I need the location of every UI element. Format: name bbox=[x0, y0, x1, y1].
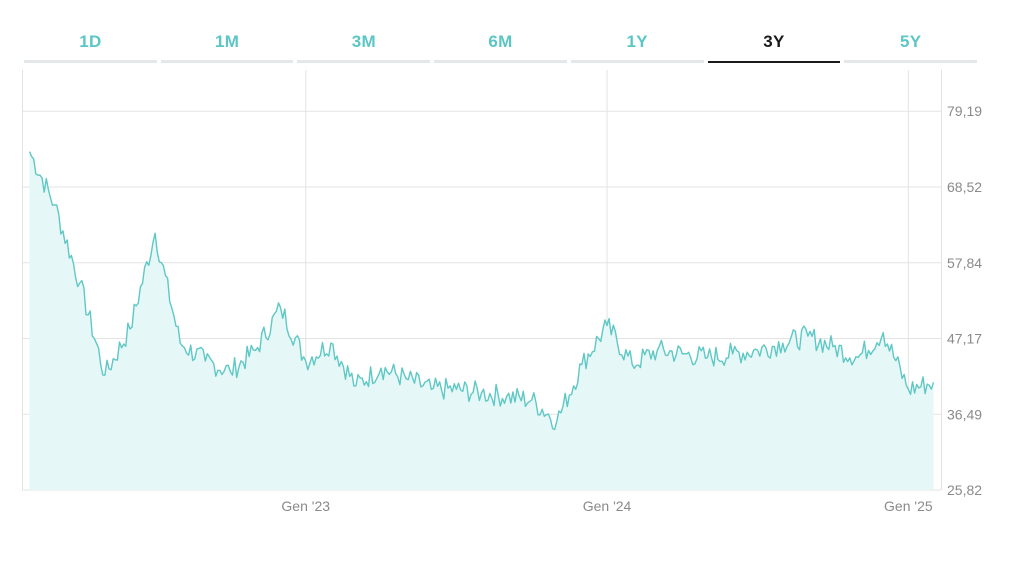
tab-3y[interactable]: 3Y bbox=[707, 24, 841, 64]
tab-6m[interactable]: 6M bbox=[434, 24, 567, 64]
y-tick-label: 25,82 bbox=[947, 482, 982, 498]
tab-label: 6M bbox=[488, 32, 513, 51]
price-area bbox=[29, 151, 934, 490]
tab-underline bbox=[297, 60, 431, 63]
tab-label: 3M bbox=[351, 32, 376, 51]
tab-5y[interactable]: 5Y bbox=[844, 24, 978, 64]
tab-1d[interactable]: 1D bbox=[24, 24, 157, 64]
tab-label: 1Y bbox=[626, 32, 648, 51]
tab-label: 1M bbox=[214, 32, 240, 51]
price-line bbox=[28, 151, 935, 431]
y-tick-label: 36,49 bbox=[947, 406, 982, 422]
tab-underline bbox=[570, 60, 704, 63]
tab-underline bbox=[160, 60, 294, 63]
y-tick-label: 47,17 bbox=[947, 330, 982, 346]
tab-1m[interactable]: 1M bbox=[160, 24, 294, 64]
tab-3m[interactable]: 3M bbox=[297, 24, 431, 64]
plot-border-right bbox=[941, 70, 942, 490]
x-tick-label: Gen '25 bbox=[884, 498, 933, 514]
y-tick-label: 79,19 bbox=[947, 103, 982, 119]
tab-underline bbox=[434, 60, 567, 63]
tab-underline bbox=[707, 61, 841, 63]
y-tick-label: 68,52 bbox=[947, 179, 982, 195]
tab-label: 3Y bbox=[763, 32, 785, 51]
x-tick-label: Gen '24 bbox=[583, 498, 632, 514]
y-tick-label: 57,84 bbox=[947, 255, 982, 271]
tab-underline bbox=[844, 60, 978, 63]
tab-label: 5Y bbox=[899, 32, 922, 51]
plot-border-left bbox=[22, 70, 23, 490]
timeframe-tabs: 1D 1M 3M 6M 1Y 3Y 5Y bbox=[22, 24, 979, 64]
tab-label: 1D bbox=[79, 32, 102, 51]
x-tick-label: Gen '23 bbox=[281, 498, 330, 514]
tab-underline bbox=[24, 60, 157, 63]
tab-1y[interactable]: 1Y bbox=[570, 24, 704, 64]
